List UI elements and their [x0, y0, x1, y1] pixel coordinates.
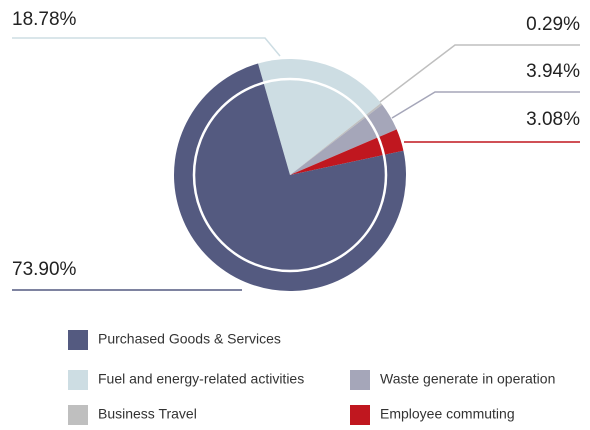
legend-swatch	[68, 405, 88, 425]
data-label: 73.90%	[12, 259, 77, 280]
legend-swatch	[68, 330, 88, 350]
legend-swatch	[350, 370, 370, 390]
legend-swatch	[68, 370, 88, 390]
data-label: 3.94%	[526, 61, 580, 82]
leader-line	[12, 37, 281, 57]
legend-swatch	[350, 405, 370, 425]
pie-slice	[258, 58, 381, 175]
leader-line	[391, 91, 580, 119]
legend-label: Business Travel	[98, 406, 197, 422]
inner-ring	[192, 77, 388, 273]
data-label: 3.08%	[526, 109, 580, 130]
pie-slice	[290, 129, 404, 175]
legend-label: Purchased Goods & Services	[98, 331, 281, 347]
data-label: 18.78%	[12, 9, 77, 30]
legend-label: Waste generate in operation	[380, 371, 555, 387]
legend-label: Fuel and energy-related activities	[98, 371, 304, 387]
leader-line	[379, 44, 580, 103]
legend-label: Employee commuting	[380, 406, 515, 422]
pie-slice	[174, 63, 406, 291]
pie-slice	[290, 102, 383, 175]
data-label: 0.29%	[526, 14, 580, 35]
